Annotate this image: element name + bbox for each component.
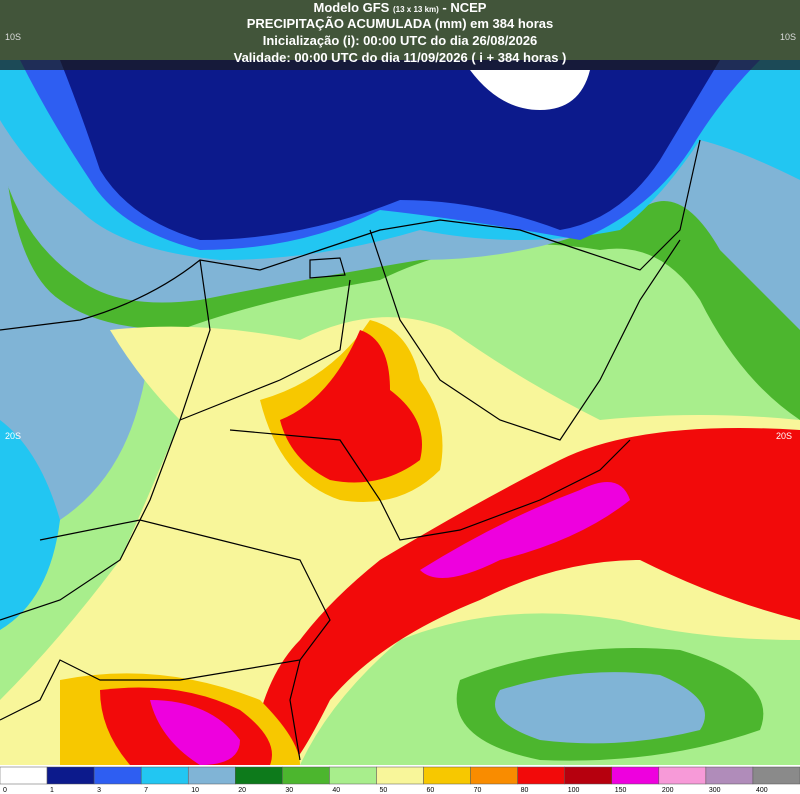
- colorbar-swatch: [0, 766, 48, 785]
- colorbar: 0 1 3 7 10 20 30 40 50 60 70 80 100 150 200 300 400: [0, 766, 800, 794]
- colorbar-swatch: [705, 766, 754, 785]
- colorbar-swatch: [140, 766, 189, 785]
- colorbar-swatch: [93, 766, 142, 785]
- lat-label: 10S: [780, 32, 796, 42]
- header-band: [0, 0, 800, 70]
- colorbar-swatch: [658, 766, 707, 785]
- lat-label: 20S: [5, 431, 21, 441]
- resolution: (13 x 13 km): [393, 5, 439, 14]
- colorbar-label: 60: [427, 787, 435, 794]
- colorbar-label: 10: [191, 787, 199, 794]
- colorbar-label: 50: [379, 787, 387, 794]
- colorbar-swatch: [423, 766, 471, 785]
- colorbar-swatch: [611, 766, 660, 785]
- lat-label: 20S: [776, 431, 792, 441]
- colorbar-swatch: [187, 766, 236, 785]
- colorbar-label: 40: [332, 787, 340, 794]
- colorbar-label: 150: [615, 787, 627, 794]
- colorbar-label: 0: [3, 787, 7, 794]
- colorbar-label: 7: [144, 787, 148, 794]
- colorbar-label: 80: [521, 787, 529, 794]
- colorbar-swatch: [564, 766, 613, 785]
- state-borders: [0, 139, 701, 761]
- colorbar-label: 100: [568, 787, 580, 794]
- colorbar-swatch: [329, 766, 377, 785]
- colorbar-swatch: [752, 766, 800, 785]
- lat-label: 10S: [5, 32, 21, 42]
- colorbar-swatch: [470, 766, 518, 785]
- header-line: Inicialização (i): 00:00 UTC do dia 26/0…: [263, 33, 538, 48]
- header-line: PRECIPITAÇÃO ACUMULADA (mm) em 384 horas: [247, 16, 554, 31]
- colorbar-label: 20: [238, 787, 246, 794]
- colorbar-swatch: [46, 766, 95, 785]
- colorbar-label: 30: [285, 787, 293, 794]
- colorbar-label: 200: [662, 787, 674, 794]
- colorbar-label: 3: [97, 787, 101, 794]
- colorbar-swatch: [376, 766, 424, 785]
- colorbar-swatch: [235, 766, 283, 785]
- colorbar-swatch: [517, 766, 565, 785]
- model: Modelo GFS: [314, 0, 390, 15]
- colorbar-label: 400: [756, 787, 768, 794]
- source: - NCEP: [442, 0, 486, 15]
- colorbar-label: 300: [709, 787, 721, 794]
- colorbar-label: 1: [50, 787, 54, 794]
- precipitation-field: [0, 0, 800, 765]
- colorbar-swatch: [282, 766, 330, 785]
- colorbar-label: 70: [474, 787, 482, 794]
- header-line: Validade: 00:00 UTC do dia 11/09/2026 ( …: [234, 50, 567, 65]
- header-title: Modelo GFS (13 x 13 km) - NCEP: [314, 0, 487, 15]
